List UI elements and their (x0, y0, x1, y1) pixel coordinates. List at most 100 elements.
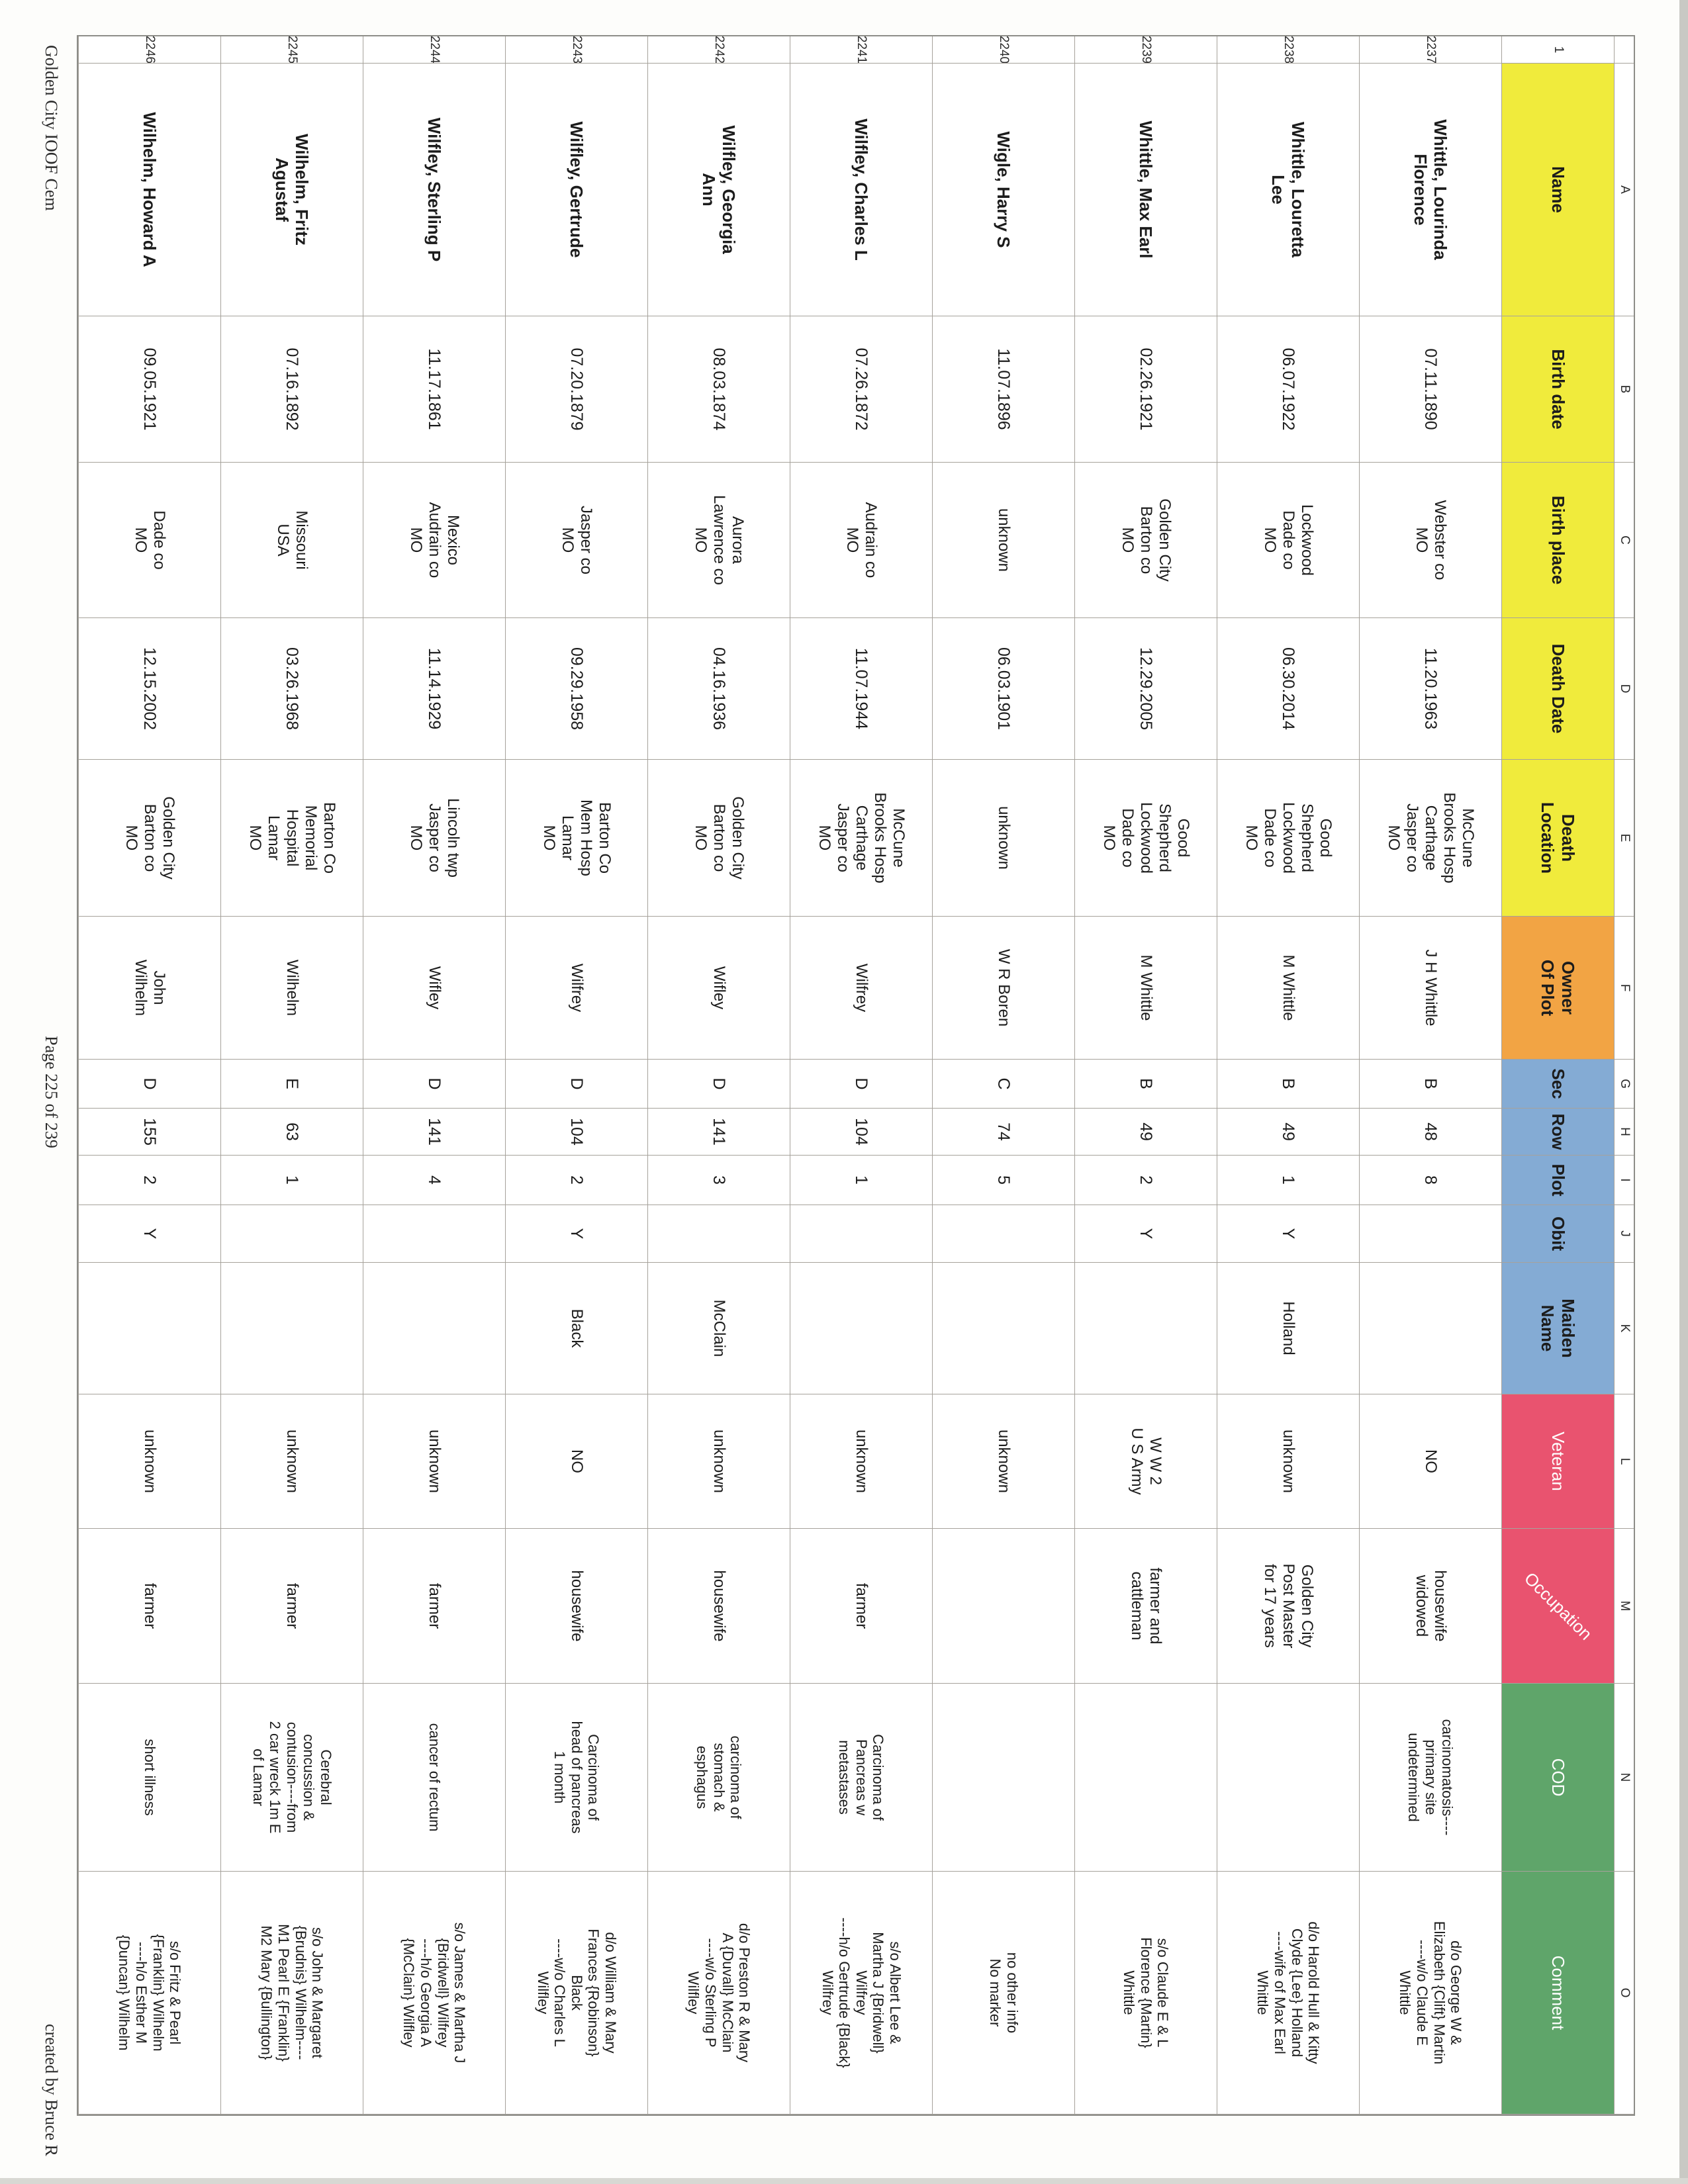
cell-2244-row: 141 (363, 1109, 505, 1156)
cell-2240-row: 74 (932, 1109, 1074, 1156)
cell-2237-death_date: 11.20.1963 (1359, 618, 1501, 760)
cell-2240-name: Wigle, Harry S (932, 64, 1074, 316)
column-letter-C: C (1614, 463, 1634, 618)
cell-2237-birth_place: Webster co MO (1359, 463, 1501, 618)
row-number-2237: 2237 (1359, 36, 1501, 64)
cell-2241-occupation: farmer (790, 1529, 932, 1684)
cell-2244-plot: 4 (363, 1156, 505, 1205)
cell-2240-sec: C (932, 1060, 1074, 1109)
cell-2244-death_location: Lincoln twp Jasper co MO (363, 760, 505, 917)
cell-2246-owner_of_plot: John Wilhelm (78, 917, 220, 1060)
cell-2239-name: Whittle, Max Earl (1074, 64, 1217, 316)
cell-2242-cod: carcinoma of stomach & esphagus (647, 1684, 790, 1872)
cell-2243-death_date: 09.29.1958 (505, 618, 647, 760)
cell-2243-death_location: Barton Co Mem Hosp Lamar MO (505, 760, 647, 917)
cell-2239-row: 49 (1074, 1109, 1217, 1156)
cell-2243-plot: 2 (505, 1156, 647, 1205)
cell-2243-birth_date: 07.20.1879 (505, 316, 647, 463)
cell-2239-cod (1074, 1684, 1217, 1872)
cell-2238-plot: 1 (1217, 1156, 1359, 1205)
cell-2241-obit (790, 1205, 932, 1263)
cell-2240-plot: 5 (932, 1156, 1074, 1205)
cell-2241-name: Wilfley, Charles L (790, 64, 932, 316)
cell-2245-veteran: unknown (220, 1394, 363, 1529)
cell-2242-sec: D (647, 1060, 790, 1109)
cell-2242-birth_date: 08.03.1874 (647, 316, 790, 463)
cell-2238-cod (1217, 1684, 1359, 1872)
cell-2243-maiden_name: Black (505, 1263, 647, 1394)
cell-2245-occupation: farmer (220, 1529, 363, 1684)
cell-2242-death_date: 04.16.1936 (647, 618, 790, 760)
cell-2243-row: 104 (505, 1109, 647, 1156)
column-letter-K: K (1614, 1263, 1634, 1394)
header-I: Plot (1501, 1156, 1614, 1205)
cell-2246-plot: 2 (78, 1156, 220, 1205)
cell-2245-name: Wilhelm, Fritz Agustaf (220, 64, 363, 316)
header-label-A: Name (1548, 166, 1568, 213)
header-E: Death Location (1501, 760, 1614, 917)
header-label-M: Occupation (1520, 1568, 1596, 1644)
cell-2238-row: 49 (1217, 1109, 1359, 1156)
cell-2240-comment: no other info No marker (932, 1872, 1074, 2115)
cell-2237-occupation: housewife widowed (1359, 1529, 1501, 1684)
cell-2237-death_location: McCune Brooks Hosp Carthage Jasper co MO (1359, 760, 1501, 917)
header-H: Row (1501, 1109, 1614, 1156)
cell-2245-owner_of_plot: Wilhelm (220, 917, 363, 1060)
cell-2240-death_location: unknown (932, 760, 1074, 917)
cell-2240-veteran: unknown (932, 1394, 1074, 1529)
cell-2239-obit: Y (1074, 1205, 1217, 1263)
cell-2240-maiden_name (932, 1263, 1074, 1394)
header-O: Comment (1501, 1872, 1614, 2115)
cell-2244-birth_date: 11.17.1861 (363, 316, 505, 463)
header-label-L: Veteran (1548, 1432, 1568, 1491)
cell-2244-death_date: 11.14.1929 (363, 618, 505, 760)
cell-2242-owner_of_plot: Wifley (647, 917, 790, 1060)
cell-2243-comment: d/o William & Mary Frances {Robinson} Bl… (505, 1872, 647, 2115)
cell-2240-death_date: 06.03.1901 (932, 618, 1074, 760)
cell-2246-cod: short illness (78, 1684, 220, 1872)
cell-2246-name: Wilhelm, Howard A (78, 64, 220, 316)
cell-2244-cod: cancer of rectum (363, 1684, 505, 1872)
cell-2246-row: 155 (78, 1109, 220, 1156)
cell-2237-obit (1359, 1205, 1501, 1263)
cell-2242-veteran: unknown (647, 1394, 790, 1529)
cell-2245-birth_date: 07.16.1892 (220, 316, 363, 463)
cell-2242-obit (647, 1205, 790, 1263)
cell-2241-birth_date: 07.26.1872 (790, 316, 932, 463)
cell-2241-death_date: 11.07.1944 (790, 618, 932, 760)
cell-2242-maiden_name: McClain (647, 1263, 790, 1394)
header-label-H: Row (1548, 1113, 1568, 1150)
column-letter-B: B (1614, 316, 1634, 463)
cell-2245-maiden_name (220, 1263, 363, 1394)
cell-2243-occupation: housewife (505, 1529, 647, 1684)
cell-2237-name: Whittle, Lourinda Florence (1359, 64, 1501, 316)
header-C: Birth place (1501, 463, 1614, 618)
cell-2245-plot: 1 (220, 1156, 363, 1205)
cell-2244-occupation: farmer (363, 1529, 505, 1684)
cell-2237-row: 48 (1359, 1109, 1501, 1156)
column-letter-I: I (1614, 1156, 1634, 1205)
cell-2241-plot: 1 (790, 1156, 932, 1205)
cell-2238-sec: B (1217, 1060, 1359, 1109)
cell-2246-birth_place: Dade co MO (78, 463, 220, 618)
column-letter-H: H (1614, 1109, 1634, 1156)
row-number-2242: 2242 (647, 36, 790, 64)
cell-2244-birth_place: Mexico Audrain co MO (363, 463, 505, 618)
cell-2237-birth_date: 07.11.1890 (1359, 316, 1501, 463)
cell-2244-veteran: unknown (363, 1394, 505, 1529)
header-L: Veteran (1501, 1394, 1614, 1529)
cell-2246-sec: D (78, 1060, 220, 1109)
cell-2239-death_location: Good Shepherd Lockwood Dade co MO (1074, 760, 1217, 917)
column-letter-G: G (1614, 1060, 1634, 1109)
cell-2240-owner_of_plot: W R Boren (932, 917, 1074, 1060)
cell-2240-cod (932, 1684, 1074, 1872)
header-label-E: Death Location (1538, 801, 1578, 874)
header-K: Maiden Name (1501, 1263, 1614, 1394)
cell-2243-birth_place: Jasper co MO (505, 463, 647, 618)
cell-2239-owner_of_plot: M Whittle (1074, 917, 1217, 1060)
cell-2243-owner_of_plot: Wilfrey (505, 917, 647, 1060)
column-letter-D: D (1614, 618, 1634, 760)
header-N: COD (1501, 1684, 1614, 1872)
cell-2238-veteran: unknown (1217, 1394, 1359, 1529)
column-letter-M: M (1614, 1529, 1634, 1684)
